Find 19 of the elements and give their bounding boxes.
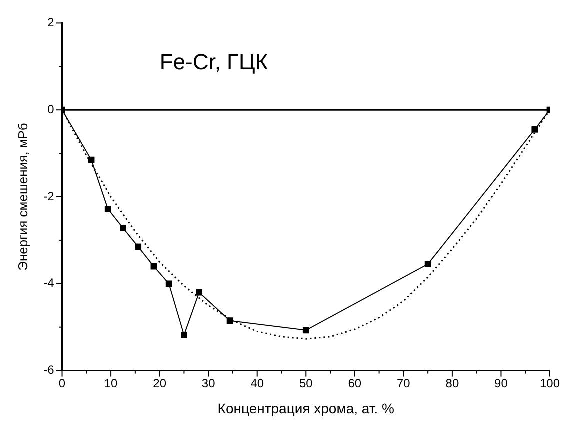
x-tick-label: 20 [153, 376, 167, 390]
x-tick-label: 0 [58, 376, 66, 390]
x-tick-label: 100 [540, 376, 560, 390]
y-tick-label: 0 [48, 102, 55, 116]
x-tick-label: 10 [104, 376, 118, 390]
annotation: Fe-Cr, ГЦК [160, 49, 268, 74]
x-tick-label: 70 [397, 376, 411, 390]
y-axis-title: Энергия смешения, мРб [15, 123, 30, 271]
x-tick-label: 60 [348, 376, 362, 390]
x-tick-label: 90 [494, 376, 508, 390]
y-tick-label: 2 [48, 16, 55, 30]
x-axis-title: Концентрация хрома, ат. % [218, 400, 394, 416]
x-tick-label: 30 [202, 376, 216, 390]
x-tick-label: 40 [250, 376, 264, 390]
x-tick-label: 80 [446, 376, 460, 390]
y-tick-label: -2 [44, 189, 55, 204]
x-tick-label: 50 [299, 376, 314, 390]
y-tick-label: -4 [44, 276, 55, 290]
y-tick-label: -6 [44, 363, 55, 378]
